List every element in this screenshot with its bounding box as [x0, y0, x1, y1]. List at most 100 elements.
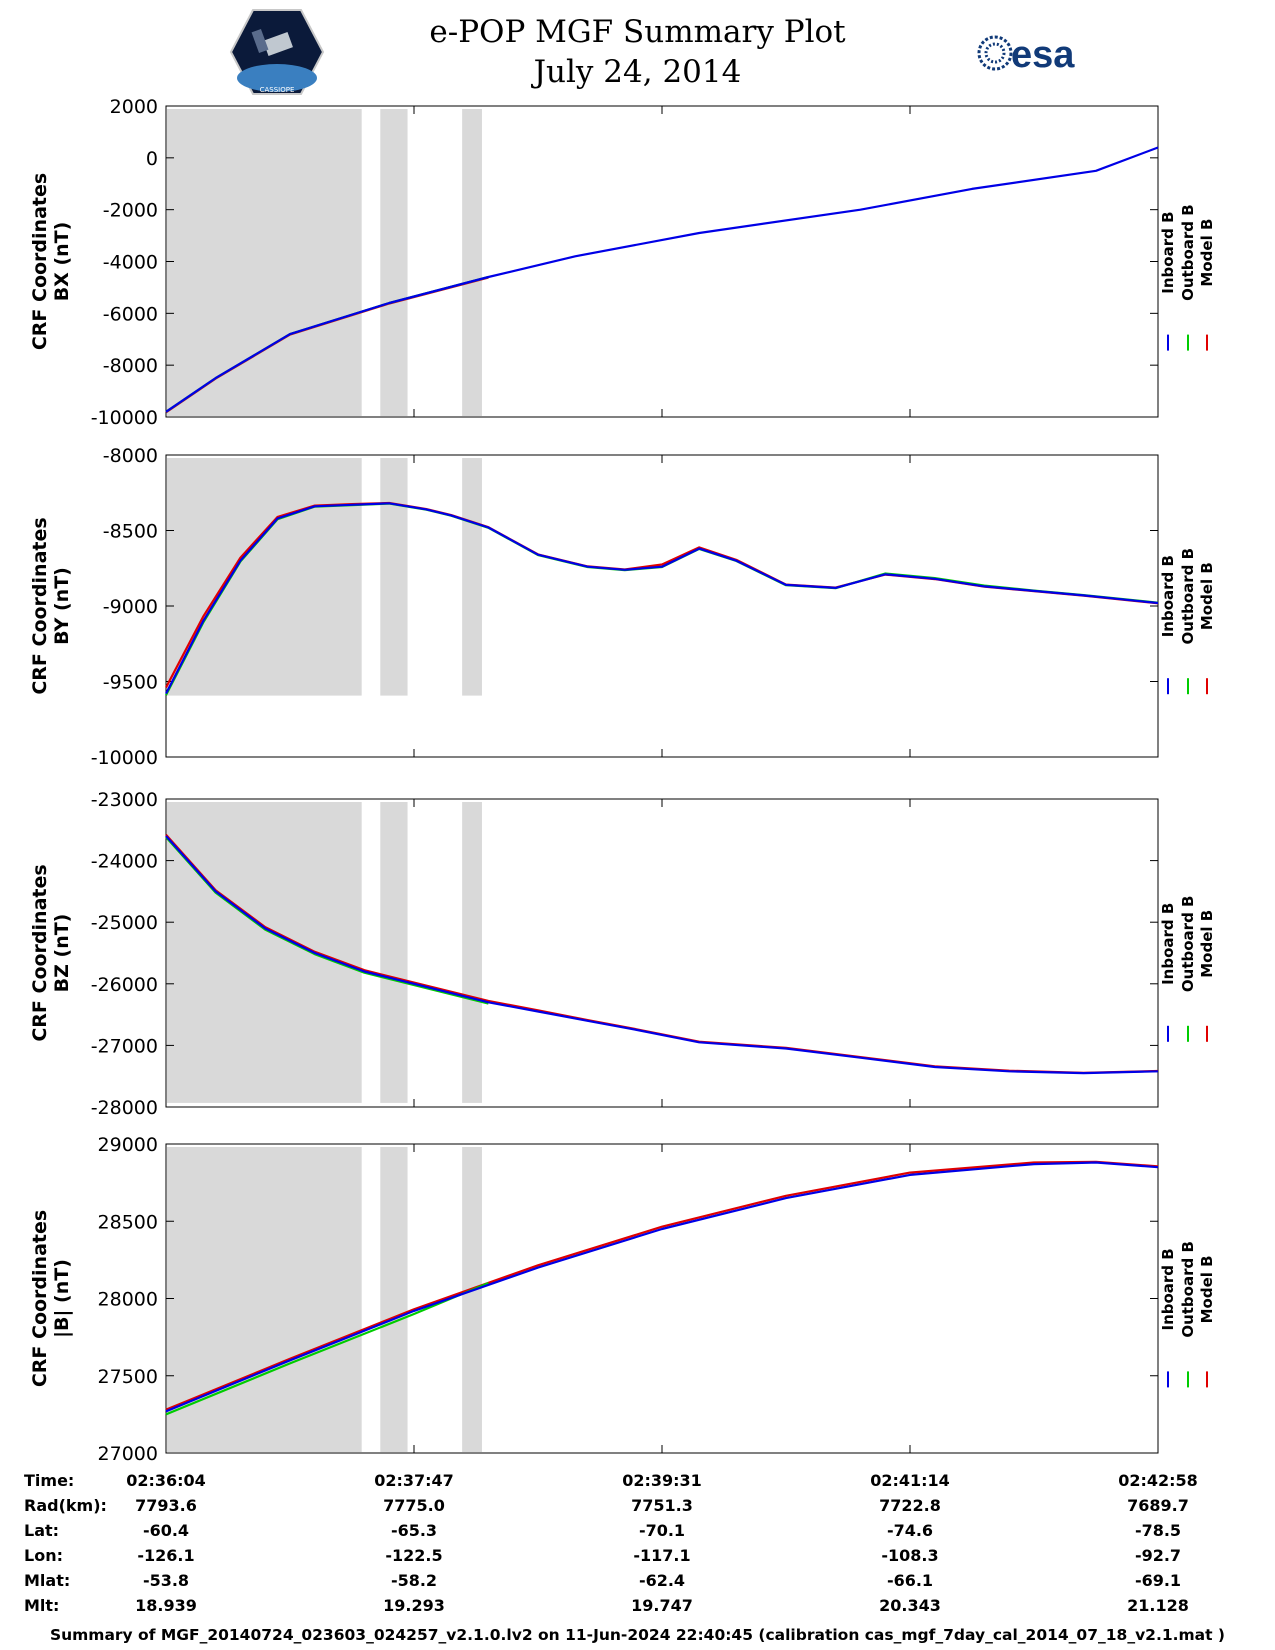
- cassiope-logo: CASSIOPE: [229, 8, 325, 96]
- time-tick-label: 02:41:14: [870, 1471, 950, 1490]
- info-value: -78.5: [1135, 1521, 1181, 1540]
- info-row-label: Lat:: [24, 1521, 59, 1540]
- info-value: -70.1: [639, 1521, 685, 1540]
- y-tick-label: -25000: [91, 912, 158, 934]
- y-tick-label: 2000: [110, 96, 158, 118]
- series-model-b: [165, 1160, 1159, 1411]
- info-value: 7722.8: [879, 1496, 941, 1515]
- y-tick-label: -24000: [91, 851, 158, 873]
- y-tick-label: 28000: [98, 1289, 158, 1311]
- series-inboard-b: [165, 146, 1159, 413]
- info-value: 7793.6: [135, 1496, 197, 1515]
- legend-label: Model B: [1198, 219, 1216, 287]
- y-tick-label: -2000: [103, 200, 158, 222]
- y-axis-label-line1: CRF Coordinates: [29, 864, 51, 1041]
- y-axis-label: CRF CoordinatesBX (nT): [29, 173, 73, 350]
- info-value: 20.343: [879, 1596, 941, 1615]
- shaded-interval: [380, 802, 408, 1103]
- info-value: -126.1: [137, 1546, 194, 1565]
- info-value: 18.939: [135, 1596, 197, 1615]
- footer-summary: Summary of MGF_20140724_023603_024257_v2…: [49, 1626, 1226, 1644]
- y-tick-label: -28000: [91, 1097, 158, 1119]
- y-tick-label: -9000: [103, 596, 158, 618]
- info-value: -65.3: [391, 1521, 437, 1540]
- info-value: -53.8: [143, 1571, 189, 1590]
- y-tick-label: -10000: [91, 407, 158, 429]
- y-axis-label-line1: CRF Coordinates: [29, 1210, 51, 1387]
- y-tick-label: 0: [146, 148, 158, 170]
- series-inboard-b: [165, 502, 1159, 695]
- plot-title-line2: July 24, 2014: [533, 54, 742, 90]
- time-tick-label: 02:39:31: [622, 1471, 702, 1490]
- y-tick-label: 29000: [98, 1134, 158, 1156]
- shaded-interval: [462, 1147, 482, 1452]
- info-value: 7689.7: [1127, 1496, 1189, 1515]
- esa-logo-text: esa: [1011, 34, 1075, 76]
- esa-logo: esa: [975, 28, 1095, 78]
- y-tick-label: -8000: [103, 445, 158, 467]
- info-row-label: Mlt:: [24, 1596, 59, 1615]
- y-tick-label: -27000: [91, 1035, 158, 1057]
- info-row-label: Lon:: [24, 1546, 63, 1565]
- y-tick-label: -8500: [103, 521, 158, 543]
- y-axis-label-line2: BX (nT): [51, 222, 73, 302]
- shaded-interval: [167, 109, 362, 416]
- series-inboard-b: [165, 1161, 1159, 1413]
- y-tick-label: -23000: [91, 789, 158, 811]
- info-value: 19.293: [383, 1596, 445, 1615]
- info-value: -60.4: [143, 1521, 189, 1540]
- y-axis-label-line1: CRF Coordinates: [29, 173, 51, 350]
- legend-label: Outboard B: [1179, 548, 1197, 645]
- y-axis-label-line2: BZ (nT): [51, 914, 73, 993]
- cassiope-logo-text: CASSIOPE: [260, 86, 295, 94]
- info-row-label: Mlat:: [24, 1571, 70, 1590]
- legend-label: Inboard B: [1159, 903, 1177, 985]
- info-row-label: Time:: [24, 1471, 74, 1490]
- info-value: -74.6: [887, 1521, 933, 1540]
- time-tick-label: 02:42:58: [1118, 1471, 1198, 1490]
- y-axis-label-line2: |B| (nT): [51, 1259, 73, 1338]
- series-inboard-b: [165, 835, 1159, 1075]
- shaded-interval: [380, 458, 408, 696]
- panel-2: [165, 454, 1159, 758]
- legend-label: Inboard B: [1159, 211, 1177, 293]
- info-value: 19.747: [631, 1596, 693, 1615]
- y-tick-label: -4000: [103, 252, 158, 274]
- shaded-interval: [167, 802, 362, 1103]
- y-axis-label-line2: BY (nT): [51, 567, 73, 645]
- y-axis-label: CRF Coordinates|B| (nT): [29, 1210, 73, 1387]
- legend-label: Outboard B: [1179, 1241, 1197, 1338]
- plot-title-line1: e-POP MGF Summary Plot: [429, 14, 846, 50]
- y-tick-label: -6000: [103, 303, 158, 325]
- legend-label: Model B: [1198, 562, 1216, 630]
- info-value: -58.2: [391, 1571, 437, 1590]
- y-tick-label: 27000: [98, 1443, 158, 1465]
- info-value: 21.128: [1127, 1596, 1189, 1615]
- time-tick-label: 02:36:04: [126, 1471, 206, 1490]
- y-tick-label: -26000: [91, 974, 158, 996]
- legend-label: Outboard B: [1179, 204, 1197, 301]
- shaded-interval: [462, 458, 482, 696]
- legend-label: Inboard B: [1159, 555, 1177, 637]
- y-tick-label: 27500: [98, 1366, 158, 1388]
- time-tick-label: 02:37:47: [374, 1471, 454, 1490]
- y-axis-label: CRF CoordinatesBZ (nT): [29, 864, 73, 1041]
- shaded-interval: [167, 1147, 362, 1452]
- shaded-interval: [380, 1147, 408, 1452]
- info-value: 7775.0: [383, 1496, 445, 1515]
- info-value: -122.5: [385, 1546, 442, 1565]
- legend-label: Outboard B: [1179, 896, 1197, 993]
- info-value: -62.4: [639, 1571, 685, 1590]
- legend-label: Model B: [1198, 1255, 1216, 1323]
- info-value: 7751.3: [631, 1496, 693, 1515]
- y-axis-label: CRF CoordinatesBY (nT): [29, 517, 73, 694]
- y-tick-label: 28500: [98, 1211, 158, 1233]
- y-tick-label: -9500: [103, 672, 158, 694]
- info-value: -69.1: [1135, 1571, 1181, 1590]
- legend-label: Inboard B: [1159, 1248, 1177, 1330]
- y-tick-label: -8000: [103, 355, 158, 377]
- info-value: -108.3: [881, 1546, 938, 1565]
- shaded-interval: [462, 109, 482, 416]
- shaded-interval: [380, 109, 408, 416]
